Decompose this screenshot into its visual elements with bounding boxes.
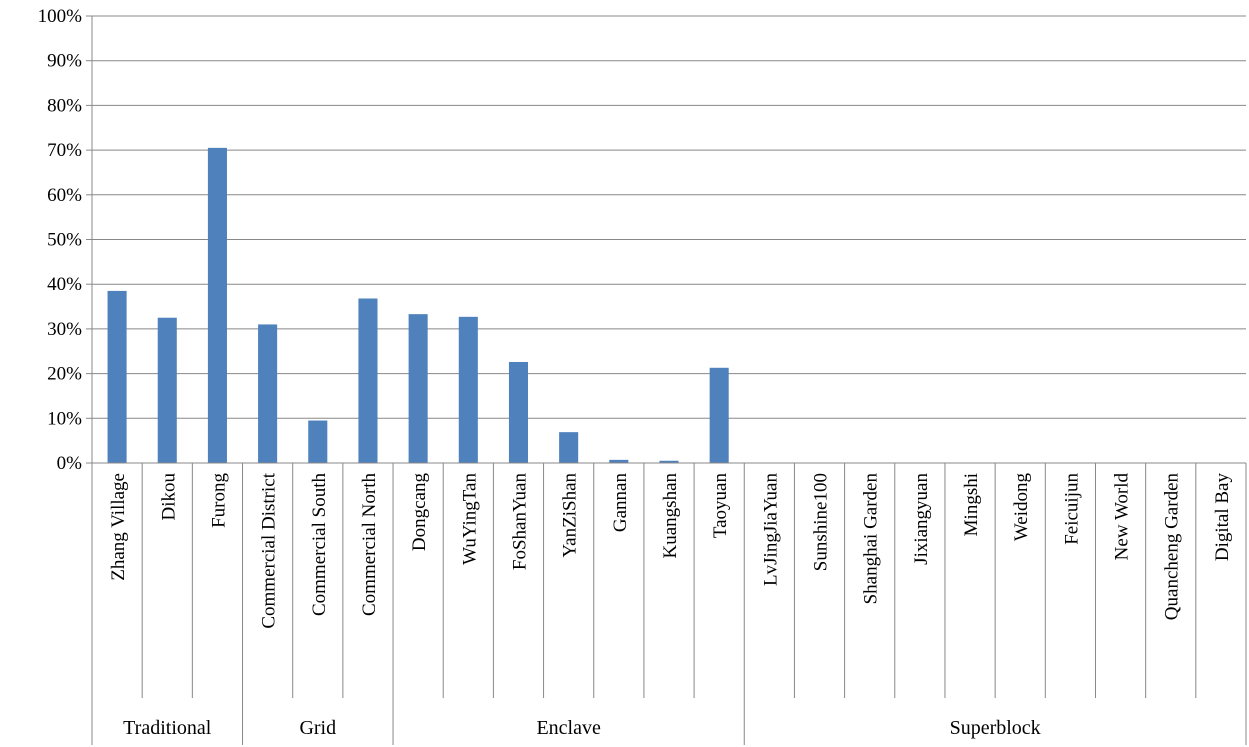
category-label: Shanghai Garden (861, 473, 882, 605)
y-tick-label: 60% (47, 185, 82, 206)
category-label: New World (1112, 473, 1133, 561)
group-label: Grid (299, 717, 336, 739)
bar (458, 316, 478, 463)
bar (559, 432, 579, 463)
category-label: Furong (208, 473, 229, 528)
group-label: Superblock (950, 717, 1041, 739)
axes (91, 16, 1247, 745)
category-label: Dongcang (409, 473, 430, 552)
category-label: WuYingTan (459, 473, 480, 565)
category-label: Sunshine100 (811, 473, 832, 571)
bar (157, 317, 177, 463)
category-label: FoShanYuan (509, 473, 530, 571)
bar (358, 298, 378, 463)
bar (207, 147, 227, 464)
category-label: Commercial North (359, 473, 380, 616)
group-label: Traditional (123, 717, 212, 739)
category-label: Quancheng Garden (1162, 473, 1183, 621)
y-tick-label: 70% (47, 140, 82, 161)
category-label: Feicuijun (1061, 473, 1082, 545)
category-label: Digital Bay (1212, 473, 1233, 562)
category-label: LvJingJiaYuan (760, 473, 781, 586)
bar (107, 290, 127, 463)
bar (258, 324, 278, 463)
bar (508, 361, 529, 463)
y-tick-label: 30% (47, 319, 82, 340)
category-label: YanZiShan (560, 473, 581, 558)
category-label: Zhang Village (108, 473, 129, 581)
group-labels: Traditional Grid Enclave Superblock (123, 717, 1040, 739)
y-tick-label: 90% (47, 51, 82, 72)
bar (609, 459, 629, 463)
category-label: Kuangshan (660, 473, 681, 559)
category-label: Gannan (610, 473, 631, 533)
category-label: Commercial South (309, 473, 330, 617)
y-tick-label: 50% (47, 230, 82, 251)
category-label: Commercial District (259, 472, 280, 628)
y-tick-label: 0% (57, 453, 83, 474)
bar (408, 314, 428, 463)
y-axis-ticks: 0% 10% 20% 30% 40% 50% 60% 70% 80% 90% 100% (38, 6, 92, 474)
category-labels: Zhang Village Dikou Furong Commercial Distr… (108, 472, 1233, 628)
category-label: Mingshi (961, 473, 982, 536)
category-label: Weidong (1011, 473, 1032, 542)
y-tick-label: 10% (47, 408, 82, 429)
category-label: Taoyuan (710, 473, 731, 539)
bar (709, 367, 729, 463)
bar (308, 420, 328, 463)
bars (107, 147, 729, 464)
category-label: Dikou (158, 473, 179, 521)
group-label: Enclave (536, 717, 601, 739)
y-tick-label: 80% (47, 95, 82, 116)
bar (659, 460, 679, 463)
y-tick-label: 100% (38, 6, 83, 27)
y-tick-label: 40% (47, 274, 82, 295)
y-tick-label: 20% (47, 364, 82, 385)
category-label: Jixiangyuan (911, 473, 932, 565)
gridlines (92, 15, 1246, 419)
